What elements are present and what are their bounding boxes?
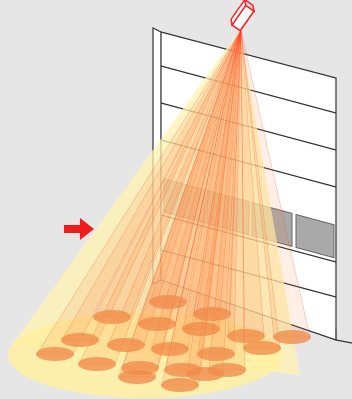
- door-floor-line: [335, 339, 352, 344]
- detection-zone-spot: [186, 367, 224, 381]
- motion-sensor-icon: [230, 0, 256, 32]
- detection-zone-spot: [149, 295, 187, 309]
- detection-zone-spot: [93, 310, 131, 324]
- arrow-right-icon: [64, 218, 94, 240]
- detection-zone-spot: [151, 342, 189, 356]
- detection-zone-spot: [78, 357, 116, 371]
- detection-zone-spot: [138, 317, 176, 331]
- detection-beams: [36, 29, 311, 386]
- detection-zone-spot: [193, 307, 231, 321]
- detection-zone-spot: [182, 322, 220, 336]
- outer-cone: [12, 30, 300, 375]
- detection-zone-spot: [227, 329, 265, 343]
- detection-zone-spot: [107, 338, 145, 352]
- detection-zone-spot: [36, 347, 74, 361]
- detection-zone-spot: [118, 370, 156, 384]
- detection-zone-spot: [243, 341, 281, 355]
- detection-zone-spot: [273, 330, 311, 344]
- detection-zone-spot: [197, 347, 235, 361]
- detection-zone-spot: [61, 333, 99, 347]
- detection-zone-spot: [161, 378, 199, 392]
- detection-zones: [36, 295, 311, 392]
- door-window: [295, 213, 335, 259]
